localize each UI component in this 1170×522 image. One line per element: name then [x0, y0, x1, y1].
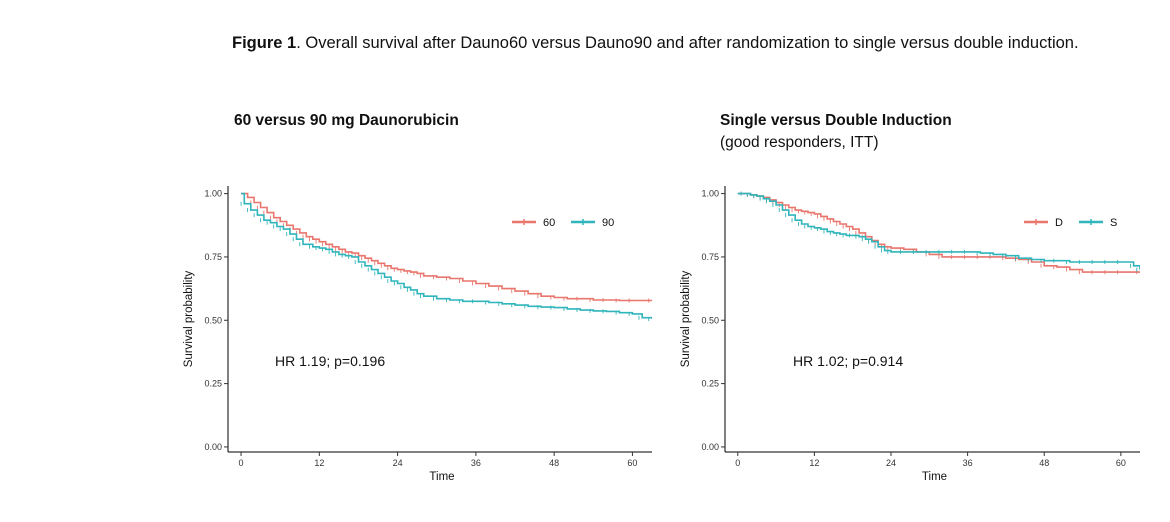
figure-caption: Figure 1. Overall survival after Dauno60… [232, 34, 1162, 53]
y-tick-label: 0.50 [701, 315, 719, 325]
x-tick-label: 24 [393, 458, 403, 468]
y-tick-label: 0.75 [204, 252, 222, 262]
survival-chart-daunorubicin: 0.00 0.25 0.50 0.75 1.00 0 12 24 36 48 60 Time Survi… [183, 186, 652, 483]
legend-label-D: D [1055, 217, 1063, 229]
x-tick-label: 0 [735, 458, 740, 468]
y-tick-label: 0.50 [204, 315, 222, 325]
chart-2-title: Single versus Double Induction [720, 112, 952, 129]
chart-1-title: 60 versus 90 mg Daunorubicin [234, 112, 459, 129]
y-tick-label: 0.25 [204, 379, 222, 389]
legend-label-60: 60 [543, 217, 555, 229]
survival-chart-induction: 0.00 0.25 0.50 0.75 1.00 0 12 24 36 48 60 Time Survi… [680, 186, 1140, 483]
y-tick-label: 0.25 [701, 379, 719, 389]
x-tick-label: 60 [627, 458, 637, 468]
y-tick-label: 1.00 [204, 189, 222, 199]
chart-2-subtitle: (good responders, ITT) [720, 134, 879, 151]
y-axis-label: Survival probability [680, 270, 692, 367]
x-tick-label: 48 [1039, 458, 1049, 468]
y-tick-label: 1.00 [701, 189, 719, 199]
x-tick-label: 48 [549, 458, 559, 468]
series-line-90 [241, 192, 652, 319]
figure-caption-text: . Overall survival after Dauno60 versus … [296, 34, 1079, 52]
figure-caption-label: Figure 1 [232, 34, 297, 52]
x-tick-label: 0 [239, 458, 244, 468]
legend-label-S: S [1110, 217, 1117, 229]
y-tick-label: 0.75 [701, 252, 719, 262]
x-tick-label: 36 [471, 458, 481, 468]
y-axis-label: Survival probability [183, 270, 195, 367]
x-tick-label: 12 [809, 458, 819, 468]
y-tick-label: 0.00 [701, 442, 719, 452]
x-tick-label: 12 [314, 458, 324, 468]
legend-label-90: 90 [602, 217, 614, 229]
hazard-ratio-annotation: HR 1.19; p=0.196 [275, 353, 385, 369]
x-tick-label: 36 [963, 458, 973, 468]
x-axis-label: Time [922, 471, 947, 483]
series-line-S [737, 192, 1140, 270]
x-tick-label: 24 [886, 458, 896, 468]
y-tick-label: 0.00 [204, 442, 222, 452]
x-tick-label: 60 [1116, 458, 1126, 468]
x-axis-label: Time [429, 471, 454, 483]
hazard-ratio-annotation: HR 1.02; p=0.914 [793, 353, 903, 369]
series-line-60 [241, 192, 652, 302]
